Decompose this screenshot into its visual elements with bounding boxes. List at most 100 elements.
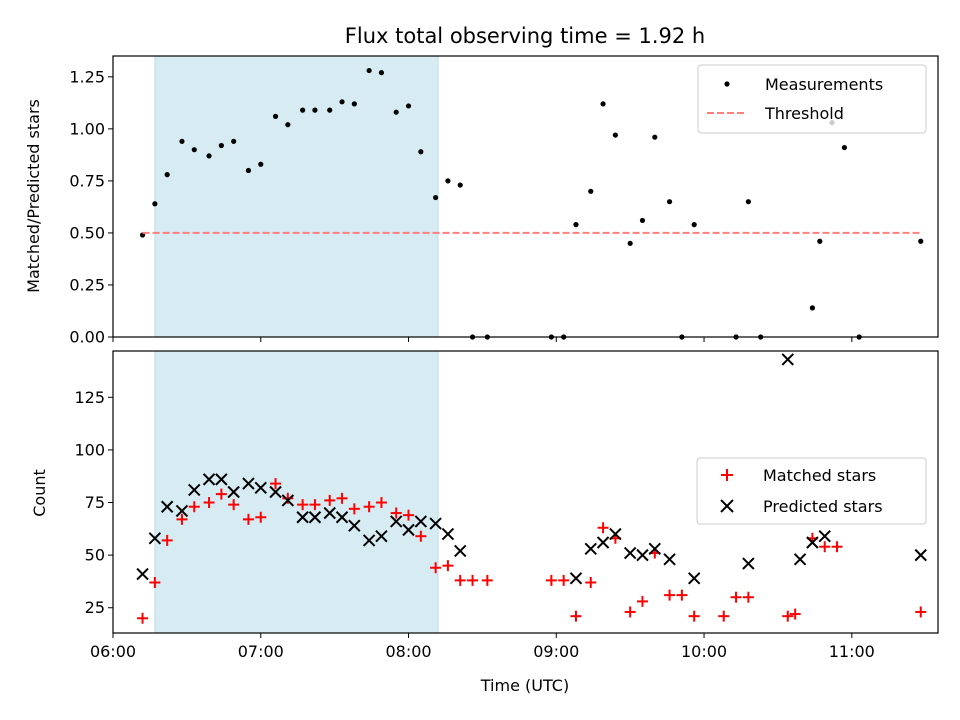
- bottom-panel: 25 50 75 100 125 06:00 07:00 08:00 09:00 10:00 11:…: [74, 350, 939, 661]
- legend-marker-measurements: [724, 81, 730, 87]
- predicted-stars-point: [202, 473, 216, 486]
- legend-marker-matched-stars: [721, 469, 733, 481]
- top-y-tick-label: 0.25: [69, 275, 105, 294]
- matched-stars-point: [730, 591, 742, 603]
- chart-title: Flux total observing time = 1.92 h: [345, 24, 705, 48]
- predicted-stars-point: [914, 548, 927, 562]
- matched-stars-point: [228, 499, 240, 511]
- measurements-point: [351, 101, 357, 107]
- predicted-stars-point: [742, 557, 755, 570]
- predicted-stars-point: [584, 542, 597, 556]
- matched-stars-point: [390, 507, 402, 519]
- predicted-stars-point: [414, 515, 428, 528]
- top-legend-frame: [697, 64, 927, 134]
- measurements-point: [327, 107, 333, 113]
- predicted-stars-point: [215, 473, 228, 486]
- top-y-tick-label: 0.00: [69, 328, 105, 347]
- predicted-stars-point: [402, 523, 415, 537]
- predicted-stars-point: [429, 517, 442, 530]
- measurements-point: [666, 199, 673, 205]
- measurements-point: [691, 222, 697, 228]
- matched-stars-point: [570, 610, 582, 622]
- matched-stars-point: [454, 574, 466, 586]
- top-y-tick-label: 1.00: [69, 119, 105, 138]
- measurements-point: [809, 305, 816, 311]
- matched-stars-point: [297, 499, 309, 511]
- predicted-stars-point: [636, 548, 649, 562]
- predicted-stars-point: [269, 485, 282, 499]
- measurements-point: [179, 138, 185, 144]
- measurements-point: [445, 178, 451, 184]
- predicted-stars-point: [175, 504, 189, 518]
- legend-label-matched-stars: Matched stars: [763, 466, 876, 485]
- top-panel: 0.00 0.25 0.50 0.75 1.00 1.25: [69, 55, 939, 347]
- bottom-y-tick-label: 125: [74, 388, 105, 407]
- predicted-stars-point: [136, 567, 149, 581]
- matched-stars-point: [664, 589, 676, 601]
- matched-stars-point: [624, 606, 636, 618]
- measurements-point: [457, 182, 463, 188]
- matched-stars-point: [324, 494, 336, 506]
- bottom-legend-frame: [696, 457, 927, 525]
- top-y-tick-label: 0.50: [69, 223, 105, 242]
- measurements-point: [600, 101, 606, 107]
- matched-stars-point: [375, 497, 387, 509]
- bottom-data-layer: [136, 353, 927, 624]
- predicted-stars-point: [254, 481, 267, 494]
- matched-stars-point: [282, 492, 294, 504]
- bottom-y-tick-label: 75: [85, 493, 105, 512]
- matched-stars-point: [558, 574, 570, 586]
- matched-stars-point: [161, 534, 173, 546]
- measurements-point: [378, 70, 385, 76]
- predicted-stars-point: [781, 353, 794, 366]
- predicted-stars-point: [609, 527, 622, 541]
- measurements-point: [285, 122, 291, 128]
- x-tick-label: 11:00: [829, 642, 875, 661]
- matched-stars-point: [688, 610, 700, 622]
- measurements-point: [312, 107, 318, 113]
- top-axes-frame: [112, 55, 939, 338]
- matched-stars-point: [363, 501, 375, 513]
- predicted-stars-point: [242, 477, 255, 490]
- measurements-point: [433, 194, 439, 201]
- predicted-stars-point: [441, 527, 455, 541]
- predicted-stars-point: [648, 542, 661, 556]
- predicted-stars-point: [281, 494, 295, 507]
- matched-stars-point: [242, 513, 254, 525]
- measurements-point: [152, 201, 158, 207]
- matched-stars-point: [481, 574, 493, 586]
- measurements-point: [191, 147, 197, 153]
- predicted-stars-point: [227, 485, 240, 499]
- predicted-stars-point: [793, 553, 807, 566]
- top-y-tick-label: 0.75: [69, 171, 105, 190]
- x-axis-label: Time (UTC): [480, 676, 569, 695]
- measurements-point: [339, 99, 345, 105]
- measurements-point: [164, 172, 170, 178]
- matched-stars-point: [415, 530, 427, 542]
- measurements-point: [231, 138, 237, 144]
- measurements-point: [745, 199, 751, 205]
- predicted-stars-point: [623, 546, 637, 560]
- matched-stars-point: [348, 503, 360, 515]
- top-y-tick-label: 1.25: [69, 67, 105, 86]
- predicted-stars-point: [818, 529, 831, 543]
- measurements-point: [366, 67, 372, 74]
- top-y-axis-label: Matched/Predicted stars: [24, 99, 43, 293]
- matched-stars-point: [597, 522, 609, 534]
- predicted-stars-point: [296, 511, 309, 524]
- predicted-stars-point: [335, 511, 349, 524]
- matched-stars-point: [636, 595, 648, 607]
- matched-stars-point: [203, 497, 215, 509]
- matched-stars-point: [718, 610, 730, 622]
- predicted-stars-point: [348, 519, 361, 532]
- matched-stars-point: [137, 612, 149, 624]
- top-shaded-region: [154, 55, 439, 338]
- measurements-point: [258, 161, 264, 167]
- matched-stars-point: [831, 541, 843, 553]
- predicted-stars-point: [362, 534, 376, 547]
- bottom-legend: Matched stars Predicted stars: [696, 457, 927, 525]
- bottom-y-tick-label: 50: [85, 546, 105, 565]
- measurements-point: [639, 217, 646, 224]
- predicted-stars-point: [390, 515, 403, 528]
- predicted-stars-point: [148, 532, 162, 545]
